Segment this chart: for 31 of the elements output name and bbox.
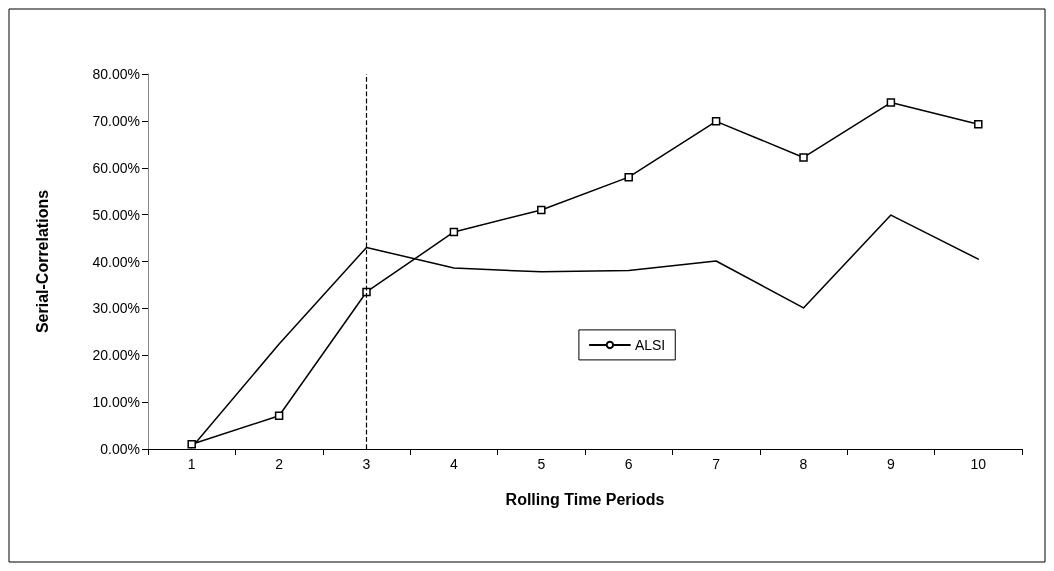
y-tick-label: 80.00% bbox=[92, 66, 140, 82]
point bbox=[974, 119, 983, 129]
x-tick-label: 9 bbox=[887, 456, 895, 472]
y-tick-label: 40.00% bbox=[92, 253, 140, 270]
x-tick-label: 7 bbox=[712, 456, 721, 472]
point bbox=[537, 205, 546, 215]
x-tick-label: 6 bbox=[624, 456, 633, 472]
y-tick-label: 0.00% bbox=[100, 441, 140, 457]
y-tick-label: 10.00% bbox=[92, 394, 140, 411]
point bbox=[799, 153, 808, 162]
point bbox=[274, 411, 284, 420]
x-axis-title: Rolling Time Periods bbox=[505, 490, 665, 508]
point bbox=[711, 117, 721, 126]
y-axis-title: Serial-Correlations bbox=[33, 189, 51, 334]
y-tick-label: 20.00% bbox=[92, 347, 140, 364]
point bbox=[449, 227, 459, 237]
x-tick-label: 1 bbox=[187, 456, 196, 472]
x-tick-label: 8 bbox=[799, 456, 808, 472]
y-tick-label: 50.00% bbox=[92, 206, 140, 223]
point bbox=[624, 172, 633, 182]
point bbox=[187, 440, 196, 449]
point bbox=[886, 98, 896, 107]
x-tick-label: 10 bbox=[970, 456, 987, 472]
y-tick-label: 70.00% bbox=[92, 112, 140, 129]
y-tick-label: 60.00% bbox=[92, 159, 140, 176]
x-tick-label: 3 bbox=[362, 456, 371, 472]
y-tick-label: 30.00% bbox=[92, 300, 140, 317]
x-tick-label: 2 bbox=[275, 456, 284, 472]
x-tick-label: 5 bbox=[537, 456, 546, 472]
x-tick-label: 4 bbox=[450, 456, 458, 472]
legend-label: ALSI bbox=[634, 336, 666, 353]
